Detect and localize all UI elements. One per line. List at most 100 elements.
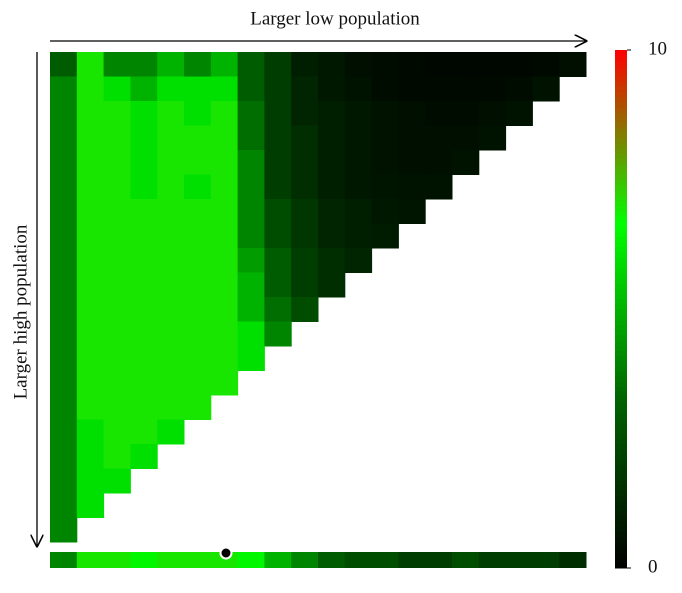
heatmap-cell — [344, 76, 373, 102]
colorbar-segment — [615, 495, 627, 502]
heatmap-cell — [210, 321, 239, 347]
colorbar-segment — [615, 184, 627, 191]
heatmap-cell — [237, 223, 265, 249]
colorbar-segment — [615, 148, 627, 155]
colorbar-segment — [615, 81, 627, 87]
heatmap-cell — [50, 517, 78, 543]
heatmap-cell — [103, 101, 131, 126]
colorbar-segment — [615, 397, 627, 403]
heatmap-cell — [130, 101, 158, 126]
heatmap-cell — [452, 101, 480, 126]
heatmap-cell — [130, 272, 158, 298]
heatmap-cell — [237, 248, 265, 273]
heatmap-cell — [210, 370, 239, 396]
colorbar-segment — [615, 360, 627, 367]
heatmap-cell — [532, 76, 560, 102]
colorbar-segment — [615, 163, 627, 170]
heatmap-cell — [130, 419, 158, 445]
heatmap-cell — [76, 395, 105, 420]
heatmap-cell — [130, 174, 158, 200]
heatmap-cell — [264, 297, 292, 322]
colorbar-segment — [615, 552, 627, 559]
heatmap-cell — [157, 370, 185, 396]
colorbar-segment — [615, 117, 627, 124]
heatmap-cell — [264, 223, 292, 249]
heatmap-cell — [103, 272, 131, 298]
colorbar-segment — [615, 231, 627, 237]
colorbar-segment — [615, 490, 627, 496]
colorbar-segment — [615, 329, 627, 336]
colorbar-segment — [615, 479, 627, 486]
colorbar-segment — [615, 236, 627, 243]
colorbar-segment — [615, 443, 627, 450]
heatmap-cell — [76, 297, 105, 322]
colorbar-segment — [615, 179, 627, 186]
heatmap-cell — [184, 297, 212, 322]
colorbar-segment — [615, 371, 627, 377]
heatmap-cell — [210, 52, 239, 77]
heatmap-cell — [50, 101, 78, 126]
heatmap-cell — [344, 125, 373, 151]
heatmap-cell — [157, 150, 185, 175]
heatmap-cell — [157, 125, 185, 151]
heatmap-cell — [291, 199, 319, 224]
colorbar-segment — [615, 438, 627, 445]
strip-cell — [398, 552, 426, 568]
colorbar-segment — [615, 562, 627, 569]
heatmap-cell — [371, 174, 399, 200]
heatmap-cell — [76, 346, 105, 371]
x-axis-label: Larger low population — [250, 8, 420, 29]
heatmap-cell — [210, 223, 239, 249]
heatmap-cell — [371, 150, 399, 175]
heatmap-cell — [50, 468, 78, 494]
heatmap-cell — [344, 174, 373, 200]
heatmap-cell — [398, 199, 426, 224]
heatmap-cell — [157, 297, 185, 322]
heatmap-cell — [103, 419, 131, 445]
heatmap-cell — [157, 76, 185, 102]
heatmap-cell — [76, 419, 105, 445]
colorbar-segment — [615, 474, 627, 481]
heatmap-cell — [344, 52, 373, 77]
heatmap-cell — [50, 174, 78, 200]
heatmap-cell — [318, 174, 346, 200]
strip-cell — [184, 552, 212, 568]
heatmap-cell — [157, 395, 185, 420]
heatmap-cell — [103, 444, 131, 469]
heatmap-cell — [130, 52, 158, 77]
colorbar-segment — [615, 324, 627, 331]
colorbar-segment — [615, 542, 627, 548]
colorbar-segment — [615, 220, 627, 227]
colorbar-segment — [615, 277, 627, 284]
strip-cell — [264, 552, 292, 568]
colorbar-segment — [615, 200, 627, 206]
heatmap-cell — [184, 125, 212, 151]
heatmap-cell — [344, 248, 373, 273]
heatmap-cell — [210, 76, 239, 102]
heatmap-cell — [425, 101, 453, 126]
heatmap-cell — [452, 125, 480, 151]
heatmap-cell — [237, 101, 265, 126]
heatmap-cell — [505, 76, 533, 102]
heatmap-cell — [50, 150, 78, 175]
colorbar-segment — [615, 303, 627, 310]
heatmap-cell — [505, 52, 533, 77]
heatmap-cell — [264, 76, 292, 102]
colorbar-segment — [615, 464, 627, 471]
strip-cell — [371, 552, 399, 568]
heatmap-cell — [157, 248, 185, 273]
colorbar-segment — [615, 55, 627, 61]
heatmap-cell — [371, 223, 399, 249]
heatmap-cell — [103, 52, 131, 77]
heatmap-cell — [50, 370, 78, 396]
heatmap-cell — [291, 272, 319, 298]
colorbar-segment — [615, 205, 627, 212]
colorbar-segment — [615, 511, 627, 517]
colorbar-segment — [615, 122, 627, 129]
colorbar-segment — [615, 215, 627, 222]
heatmap-cell — [76, 199, 105, 224]
heatmap-cell — [452, 150, 480, 175]
colorbar-segment — [615, 298, 627, 305]
strip-cell — [291, 552, 319, 568]
